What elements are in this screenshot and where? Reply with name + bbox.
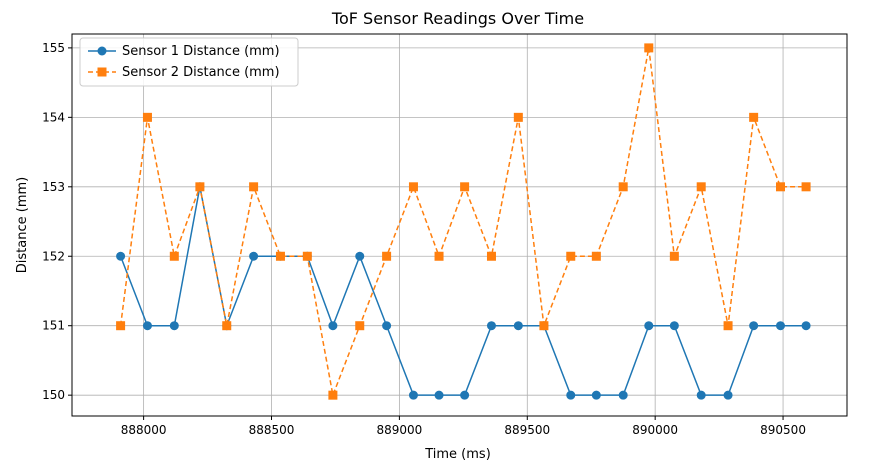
data-point-sensor-1: [434, 390, 444, 400]
data-point-sensor-2: [222, 321, 232, 331]
data-point-sensor-2: [618, 182, 628, 192]
y-tick-label: 154: [42, 110, 65, 124]
data-point-sensor-1: [408, 390, 418, 400]
data-point-sensor-2: [195, 182, 205, 192]
data-point-sensor-2: [749, 112, 759, 122]
y-tick-label: 151: [42, 319, 65, 333]
data-point-sensor-1: [513, 321, 523, 331]
data-point-sensor-1: [460, 390, 470, 400]
data-point-sensor-2: [801, 182, 811, 192]
legend-box: [79, 37, 299, 87]
y-axis: 150 151 152 153 154 155: [42, 41, 72, 402]
data-point-sensor-1: [749, 321, 759, 331]
data-point-sensor-1: [328, 321, 338, 331]
data-point-sensor-2: [249, 182, 259, 192]
data-point-sensor-2: [723, 321, 733, 331]
data-point-sensor-1: [775, 321, 785, 331]
x-tick-label: 888500: [249, 423, 295, 437]
x-tick-label: 890000: [632, 423, 678, 437]
data-point-sensor-2: [382, 251, 392, 261]
data-point-sensor-2: [142, 112, 152, 122]
y-tick-label: 152: [42, 249, 65, 263]
data-point-sensor-1: [723, 390, 733, 400]
data-point-sensor-2: [275, 251, 285, 261]
x-tick-label: 889500: [504, 423, 550, 437]
legend: Sensor 1 Distance (mm) Sensor 2 Distance…: [79, 37, 299, 87]
data-point-sensor-2: [696, 182, 706, 192]
data-point-sensor-1: [801, 321, 811, 331]
data-point-sensor-1: [142, 321, 152, 331]
grid: [72, 34, 847, 416]
legend-label-sensor-1: Sensor 1 Distance (mm): [122, 44, 280, 59]
legend-marker-sensor-1: [97, 46, 107, 56]
data-point-sensor-1: [591, 390, 601, 400]
data-point-sensor-2: [486, 251, 496, 261]
plot-frame: [71, 33, 848, 417]
x-tick-label: 890500: [760, 423, 806, 437]
x-tick-label: 888000: [121, 423, 167, 437]
x-axis: 888000 888500 889000 889500 890000 890500: [121, 416, 806, 437]
data-point-sensor-2: [434, 251, 444, 261]
data-point-sensor-1: [355, 251, 365, 261]
y-axis-label: Distance (mm): [15, 177, 30, 273]
data-point-sensor-2: [513, 112, 523, 122]
data-point-sensor-2: [408, 182, 418, 192]
chart-title: ToF Sensor Readings Over Time: [331, 9, 584, 28]
y-tick-label: 153: [42, 180, 65, 194]
series-layer: [116, 43, 811, 400]
data-point-sensor-2: [539, 321, 549, 331]
data-point-sensor-2: [116, 321, 126, 331]
y-tick-label: 150: [42, 388, 65, 402]
data-point-sensor-2: [566, 251, 576, 261]
series-line-sensor-2: [119, 47, 807, 398]
data-point-sensor-1: [696, 390, 706, 400]
data-point-sensor-2: [775, 182, 785, 192]
data-point-sensor-1: [382, 321, 392, 331]
data-point-sensor-2: [644, 43, 654, 53]
y-tick-label: 155: [42, 41, 65, 55]
data-point-sensor-1: [116, 251, 126, 261]
series-line-sensor-1: [119, 186, 807, 396]
x-tick-label: 889000: [376, 423, 422, 437]
data-point-sensor-2: [460, 182, 470, 192]
data-point-sensor-1: [669, 321, 679, 331]
data-point-sensor-1: [644, 321, 654, 331]
data-point-sensor-2: [355, 321, 365, 331]
data-point-sensor-2: [591, 251, 601, 261]
data-point-sensor-1: [618, 390, 628, 400]
data-point-sensor-2: [169, 251, 179, 261]
legend-label-sensor-2: Sensor 2 Distance (mm): [122, 65, 280, 80]
data-point-sensor-1: [249, 251, 259, 261]
data-point-sensor-2: [302, 251, 312, 261]
data-point-sensor-1: [486, 321, 496, 331]
data-point-sensor-1: [169, 321, 179, 331]
data-point-sensor-1: [566, 390, 576, 400]
legend-marker-sensor-2: [97, 67, 107, 77]
x-axis-label: Time (ms): [424, 447, 491, 462]
data-point-sensor-2: [328, 390, 338, 400]
data-point-sensor-2: [669, 251, 679, 261]
